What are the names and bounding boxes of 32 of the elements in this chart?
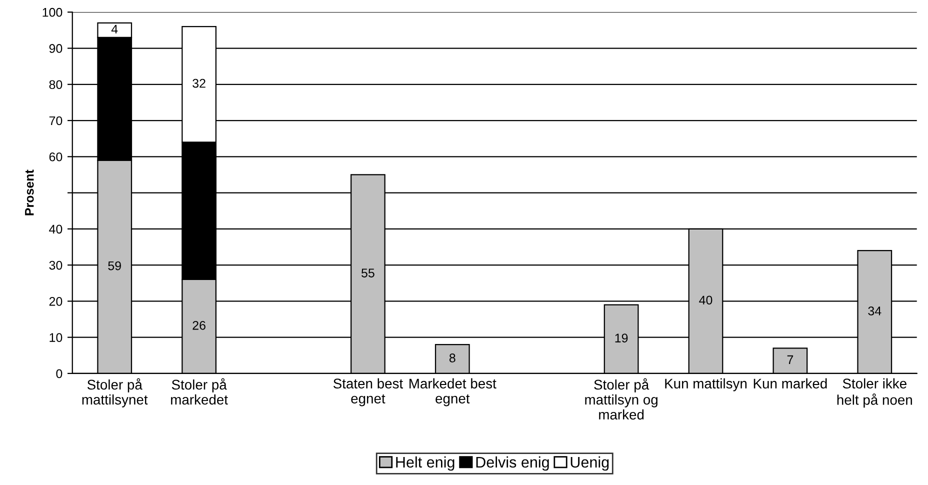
data-label: 19	[615, 334, 628, 342]
y-tick-label: 60	[49, 152, 62, 162]
data-label: 34	[868, 306, 882, 316]
y-tick-label: 70	[49, 116, 62, 126]
data-label: 7	[787, 355, 794, 364]
y-tick-label: 20	[49, 296, 62, 306]
x-tick-label: Stoler på markedet	[171, 378, 228, 405]
y-tick-label: 10	[50, 333, 62, 342]
y-tick-label: 100	[42, 8, 62, 17]
data-label: 40	[699, 296, 712, 305]
x-tick-label: Kun marked	[754, 378, 827, 389]
data-label: 4	[111, 24, 118, 34]
y-tick-label: 80	[49, 80, 62, 90]
x-tick-label: Markedet best egnet	[410, 378, 496, 406]
legend-label: Delvis enig	[476, 456, 549, 471]
data-label: 8	[449, 354, 456, 362]
x-tick-label: Stoler på mattilsyn og marked	[585, 378, 658, 420]
y-tick-label: 0	[56, 369, 62, 378]
y-axis-title: Prosent	[25, 170, 34, 216]
data-label: 59	[108, 261, 121, 270]
x-tick-label: Stoler på mattilsynet	[82, 378, 148, 408]
y-tick-label: 30	[49, 260, 62, 270]
legend-label: Helt enig	[396, 456, 454, 471]
data-label: 32	[192, 78, 206, 88]
y-tick-label: 90	[49, 44, 62, 53]
data-label: 26	[192, 320, 206, 330]
data-label: 55	[362, 268, 374, 278]
x-tick-label: Kun mattilsyn	[665, 378, 747, 392]
legend-label: Uenig	[570, 456, 609, 471]
x-tick-label: Staten best egnet	[333, 378, 403, 406]
x-tick-label: Stoler ikke helt på noen	[837, 378, 912, 408]
y-tick-label: 40	[49, 224, 62, 234]
